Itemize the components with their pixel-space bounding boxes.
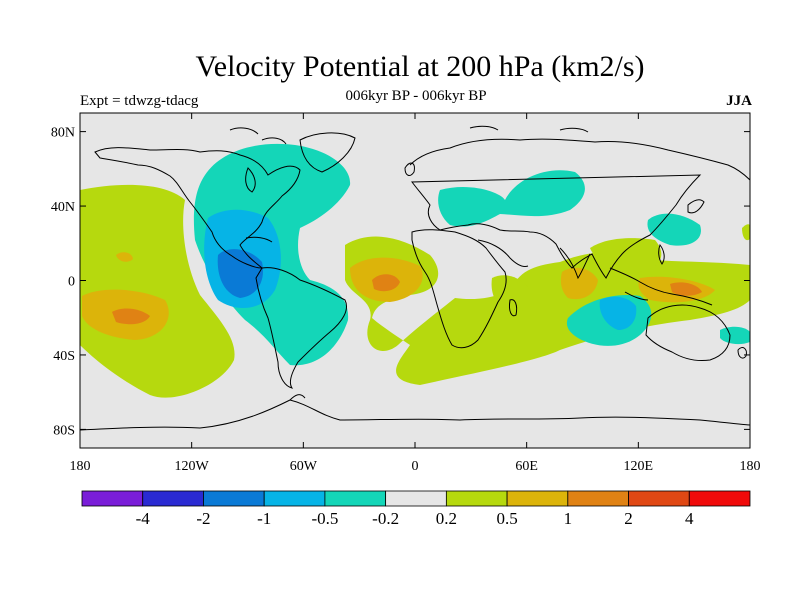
contour-darkorange-maritime	[670, 282, 702, 296]
contour-darkorange-pacific	[112, 308, 150, 325]
coastlines	[80, 125, 750, 431]
coast-japan	[687, 199, 705, 214]
latitude-axis: 80N 40N 0 40S 80S	[51, 126, 750, 438]
colorbar-swatch	[263, 490, 326, 507]
coast-australia	[645, 304, 731, 361]
coast-antarctica	[80, 399, 750, 431]
lon-tick-label: 60W	[290, 459, 318, 474]
coast-north-america	[94, 147, 301, 269]
colorbar: -4 -2 -1 -0.5 -0.2 0.2 0.5 1 2 4	[81, 490, 751, 528]
contour-darkorange-atlantic	[372, 274, 400, 292]
contour-orange-small-pacific	[116, 252, 133, 262]
colorbar-label: 1	[564, 509, 573, 528]
colorbar-swatch	[203, 490, 265, 507]
colorbar-label: -2	[196, 509, 210, 528]
lon-tick-label: 60E	[515, 459, 538, 474]
experiment-label: Expt = tdwzg-tdacg	[80, 93, 199, 109]
lon-tick-label: 180	[70, 459, 91, 474]
coast-madagascar	[509, 299, 518, 317]
lat-tick-label: 40S	[53, 349, 75, 364]
contour-positive-east-edge	[742, 224, 750, 241]
colorbar-swatch	[445, 490, 508, 507]
contour-negative-westpacific	[647, 213, 701, 246]
colorbar-swatch	[628, 490, 690, 507]
contour-positive-pacific	[80, 184, 235, 398]
lon-tick-label: 0	[412, 459, 419, 474]
chart-subtitle: 006kyr BP - 006kyr BP	[345, 88, 487, 104]
colorbar-swatch	[142, 490, 204, 507]
coast-new-zealand	[737, 347, 747, 359]
longitude-axis: 180 120W 60W 0 60E 120E 180	[70, 113, 761, 474]
contour-negative-southpacific	[720, 326, 750, 345]
colorbar-swatch	[688, 490, 751, 507]
contour-positive-eastasia	[590, 238, 662, 273]
contour-blue-americas	[217, 249, 264, 298]
coast-africa	[411, 229, 507, 349]
contour-positive-indian	[491, 275, 531, 314]
colorbar-swatch	[81, 490, 144, 507]
lon-tick-label: 120E	[624, 459, 654, 474]
colorbar-label: 2	[624, 509, 633, 528]
colorbar-swatch	[324, 490, 387, 507]
contour-orange-indian	[560, 267, 598, 300]
colorbar-swatch	[385, 490, 447, 507]
contour-fields	[80, 143, 750, 398]
coast-uk	[404, 162, 415, 176]
coast-philippines	[658, 244, 665, 265]
lat-tick-label: 80N	[51, 126, 75, 141]
colorbar-label: -0.2	[372, 509, 399, 528]
contour-negative-eurasia	[438, 170, 585, 227]
contour-lightblue-indonesia	[599, 296, 637, 330]
contour-positive-atlantic-africa	[345, 236, 750, 385]
season-label: JJA	[726, 93, 752, 109]
chart-title: Velocity Potential at 200 hPa (km2/s)	[195, 50, 645, 83]
lat-tick-label: 40N	[51, 200, 75, 215]
colorbar-swatch	[506, 490, 569, 507]
coast-arabia-india	[477, 239, 591, 280]
lon-tick-label: 180	[740, 459, 761, 474]
colorbar-label: -0.5	[311, 509, 338, 528]
coast-greenland	[299, 132, 356, 173]
colorbar-label: 0.2	[436, 509, 457, 528]
colorbar-label: 4	[685, 509, 694, 528]
lat-tick-label: 80S	[53, 423, 75, 438]
coast-hudson-bay	[245, 167, 256, 193]
colorbar-swatch	[567, 490, 629, 507]
coast-south-america	[255, 267, 347, 389]
coast-cuba	[245, 236, 273, 243]
colorbar-label: -4	[136, 509, 151, 528]
coast-southeast-asia	[609, 267, 713, 306]
colorbar-label: -1	[257, 509, 271, 528]
lat-tick-label: 0	[68, 275, 75, 290]
lon-tick-label: 120W	[175, 459, 210, 474]
coast-antarctic-peninsula	[289, 394, 306, 401]
coast-arctic-islands	[229, 125, 589, 145]
colorbar-label: 0.5	[496, 509, 517, 528]
